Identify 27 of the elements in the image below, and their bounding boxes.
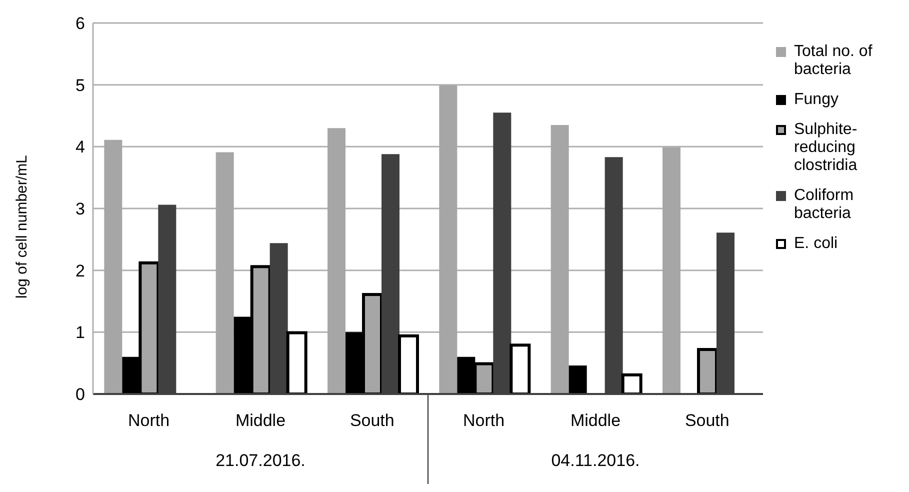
legend-label: Coliform bacteria xyxy=(794,187,855,223)
bar xyxy=(697,348,718,394)
x-tick-label: Middle xyxy=(570,411,621,430)
x-tick-label: South xyxy=(350,411,394,430)
bar xyxy=(621,373,642,394)
x-tick-label: South xyxy=(684,411,730,430)
y-tick-label: 0 xyxy=(76,385,85,404)
y-tick-label: 6 xyxy=(76,14,85,34)
y-tick-label: 2 xyxy=(76,261,85,280)
x-tick-label: North xyxy=(463,411,505,430)
y-tick-label: 3 xyxy=(76,200,85,219)
bar xyxy=(286,331,308,394)
y-tick-label: 1 xyxy=(76,323,85,342)
x-tick-label: North xyxy=(128,411,170,430)
x-tick-label: Middle xyxy=(235,411,286,430)
y-tick-label: 5 xyxy=(76,76,85,95)
legend-label: Total no. of bacteria xyxy=(794,43,874,79)
legend-label: Sulphite-reducing clostridia xyxy=(794,121,858,175)
y-tick-label: 4 xyxy=(76,138,85,157)
y-axis-title: log of cell number/mL xyxy=(13,155,30,298)
bar xyxy=(398,334,419,394)
bar xyxy=(510,344,531,394)
bar xyxy=(568,366,587,394)
text: 21.07.2016. xyxy=(216,451,306,470)
legend-label: E. coli xyxy=(794,235,838,253)
legend-label: Fungy xyxy=(794,91,838,109)
text: 04.11.2016. xyxy=(551,451,640,470)
